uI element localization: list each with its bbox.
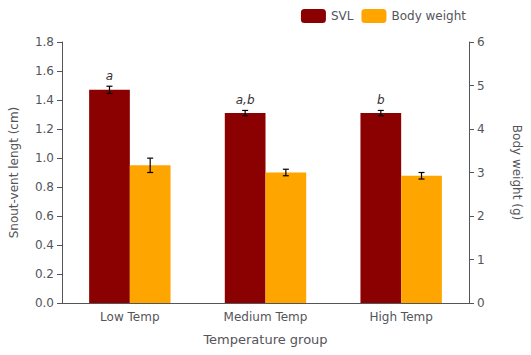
svg-text:0: 0	[477, 296, 485, 310]
svg-text:1: 1	[477, 253, 485, 267]
svg-text:SVL: SVL	[331, 9, 354, 23]
svg-text:4: 4	[477, 122, 485, 136]
svg-text:5: 5	[477, 79, 485, 93]
svg-text:Medium Temp: Medium Temp	[224, 310, 308, 324]
svg-text:1.0: 1.0	[35, 151, 54, 165]
svg-text:6: 6	[477, 35, 485, 49]
svg-text:0.2: 0.2	[35, 267, 54, 281]
svg-text:Snout-vent lengt (cm): Snout-vent lengt (cm)	[7, 107, 21, 239]
svg-text:Temperature group: Temperature group	[202, 332, 327, 347]
svg-text:0.6: 0.6	[35, 209, 54, 223]
svg-text:a: a	[106, 69, 113, 83]
svg-text:1.2: 1.2	[35, 122, 54, 136]
svg-text:a,b: a,b	[236, 93, 255, 107]
svg-text:Body weight (g): Body weight (g)	[510, 125, 524, 220]
svg-text:0.0: 0.0	[35, 296, 54, 310]
svg-text:1.6: 1.6	[35, 64, 54, 78]
svg-text:b: b	[377, 93, 385, 107]
svg-text:0.4: 0.4	[35, 238, 54, 252]
svg-text:1.4: 1.4	[35, 93, 54, 107]
svg-text:High Temp: High Temp	[369, 310, 432, 324]
svg-text:Low Temp: Low Temp	[100, 310, 159, 324]
svg-text:0.8: 0.8	[35, 180, 54, 194]
svg-text:1.8: 1.8	[35, 35, 54, 49]
svg-text:3: 3	[477, 166, 485, 180]
svg-text:2: 2	[477, 209, 485, 223]
svg-text:Body weight: Body weight	[391, 9, 466, 23]
